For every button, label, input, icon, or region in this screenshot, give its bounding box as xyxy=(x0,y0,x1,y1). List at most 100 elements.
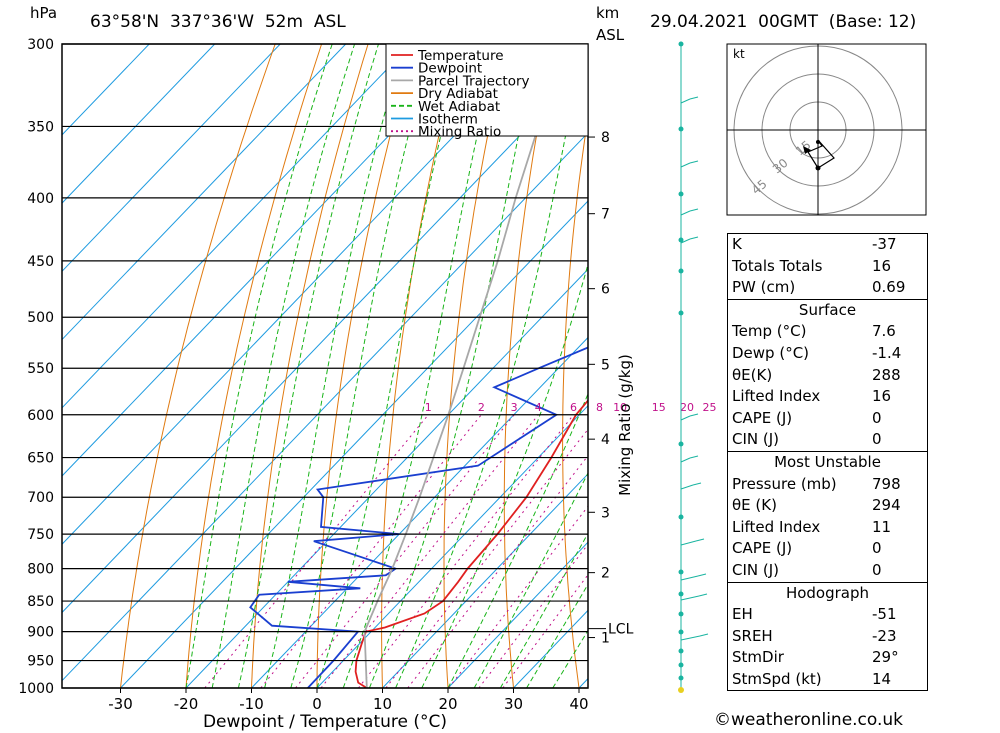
hodograph-point xyxy=(815,165,821,171)
wind-barb xyxy=(680,484,694,490)
legend-box xyxy=(385,43,589,137)
surface-row: Temp (°C) 7.6 xyxy=(728,321,927,343)
surface-value: 0 xyxy=(872,408,882,427)
wind-level-dot xyxy=(678,648,684,654)
pressure-tick-label: 300 xyxy=(27,37,54,53)
x-axis-label: Dewpoint / Temperature (°C) xyxy=(203,712,447,732)
mixing-ratio-label: 3 xyxy=(511,401,518,414)
pressure-tick-label: 450 xyxy=(27,254,54,270)
unstable-value: 11 xyxy=(872,517,892,536)
wind-level-dot xyxy=(678,126,684,132)
hodograph-value: 29° xyxy=(872,648,899,667)
mixing-ratio-label: 10 xyxy=(613,401,627,414)
hodograph-row: SREH -23 xyxy=(728,626,927,648)
hodograph-unit: kt xyxy=(733,47,745,61)
plot-frame xyxy=(61,43,589,689)
unstable-key: CAPE (J) xyxy=(732,539,793,558)
wind-level-dot xyxy=(678,662,684,668)
x-tick-label: 30 xyxy=(504,695,523,713)
hodograph-section-title: Hodograph xyxy=(728,581,927,605)
index-value: 0.69 xyxy=(872,278,906,297)
wind-level-dot xyxy=(678,41,684,47)
surface-value: 0 xyxy=(872,430,882,449)
surface-value: 16 xyxy=(872,387,892,406)
unstable-key: θE (K) xyxy=(732,496,777,515)
isotherm-line xyxy=(251,336,588,688)
surface-value: 288 xyxy=(872,365,901,384)
wind-barb xyxy=(698,593,708,597)
x-tick-label: -10 xyxy=(239,695,264,713)
isotherm-line xyxy=(62,44,412,409)
unstable-row: CAPE (J) 0 xyxy=(728,538,927,560)
wind-level-dot xyxy=(678,675,684,681)
pressure-tick-label: 650 xyxy=(27,451,54,467)
surface-section-title: Surface xyxy=(728,298,927,322)
dewpoint-profile xyxy=(249,346,588,688)
x-tick-label: 20 xyxy=(438,695,457,713)
wet-adiabat-line xyxy=(447,392,588,688)
wind-level-dot xyxy=(678,237,684,243)
unstable-key: CIN (J) xyxy=(732,560,780,579)
mixing-ratio-line xyxy=(358,414,574,688)
pressure-unit-label: hPa xyxy=(30,4,58,22)
index-row: Totals Totals 16 xyxy=(728,256,927,278)
wind-level-dot xyxy=(678,611,684,617)
hodograph-value: -23 xyxy=(872,626,897,645)
height-tick-label: 4 xyxy=(601,432,610,448)
height-tick-label: 7 xyxy=(601,207,610,223)
height-tick-label: 6 xyxy=(601,282,610,298)
wet-adiabat-line xyxy=(395,44,585,688)
copyright-text: ©weatheronline.co.uk xyxy=(714,710,904,730)
hodograph-value: 14 xyxy=(872,669,892,688)
dry-adiabat-line xyxy=(120,44,276,688)
isotherm-line xyxy=(382,473,588,688)
pressure-tick-label: 850 xyxy=(27,594,54,610)
hodograph-key: SREH xyxy=(732,626,773,645)
height-tick-label: 8 xyxy=(601,130,610,146)
pressure-tick-label: 550 xyxy=(27,361,54,377)
unstable-value: 0 xyxy=(872,539,882,558)
unstable-section-title: Most Unstable xyxy=(728,450,927,474)
dry-adiabat-line xyxy=(972,44,1000,688)
hodograph-row: StmDir 29° xyxy=(728,647,927,669)
mixing-ratio-label: 1 xyxy=(425,401,432,414)
wind-barb xyxy=(680,238,691,244)
hodograph-value: -51 xyxy=(872,605,897,624)
parcel-trajectory xyxy=(363,44,567,688)
legend-entry: Mixing Ratio xyxy=(418,124,501,140)
mixing-ratio-label: 6 xyxy=(570,401,577,414)
isotherm-line xyxy=(62,44,216,204)
wind-level-dot xyxy=(678,591,684,597)
height-tick-label: 3 xyxy=(601,505,610,521)
wind-barb xyxy=(680,210,691,216)
isotherm-line xyxy=(62,44,543,545)
height-tick-label: 5 xyxy=(601,357,610,373)
x-tick-label: 10 xyxy=(373,695,392,713)
legend-entry: Isotherm xyxy=(418,112,478,128)
isotherm-line xyxy=(62,44,478,477)
mixing-ratio-axis-label: Mixing Ratio (g/kg) xyxy=(616,354,634,496)
pressure-tick-label: 950 xyxy=(27,654,54,670)
legend-entry: Dry Adiabat xyxy=(418,86,498,102)
pressure-tick-label: 600 xyxy=(27,408,54,424)
wind-barb xyxy=(680,635,701,641)
legend-entry: Dewpoint xyxy=(418,61,482,77)
dry-adiabat-line xyxy=(562,113,588,688)
hodograph-row: EH -51 xyxy=(728,604,927,626)
index-key: PW (cm) xyxy=(732,278,796,297)
unstable-value: 0 xyxy=(872,560,882,579)
wind-barb xyxy=(680,595,700,601)
indices-table: K -37 Totals Totals 16 PW (cm) 0.69 Surface T… xyxy=(727,233,928,692)
pressure-tick-label: 350 xyxy=(27,119,54,135)
pressure-tick-label: 900 xyxy=(27,625,54,641)
surface-row: CAPE (J) 0 xyxy=(728,408,927,430)
unstable-key: Lifted Index xyxy=(732,517,821,536)
wet-adiabat-line xyxy=(316,44,464,688)
wind-level-dot xyxy=(678,629,684,635)
pressure-tick-label: 500 xyxy=(27,310,54,326)
wind-barb xyxy=(680,575,699,581)
index-key: K xyxy=(732,235,742,253)
wind-barb xyxy=(689,96,699,100)
mixing-ratio-line xyxy=(295,414,515,688)
mixing-ratio-label: 25 xyxy=(702,401,716,414)
